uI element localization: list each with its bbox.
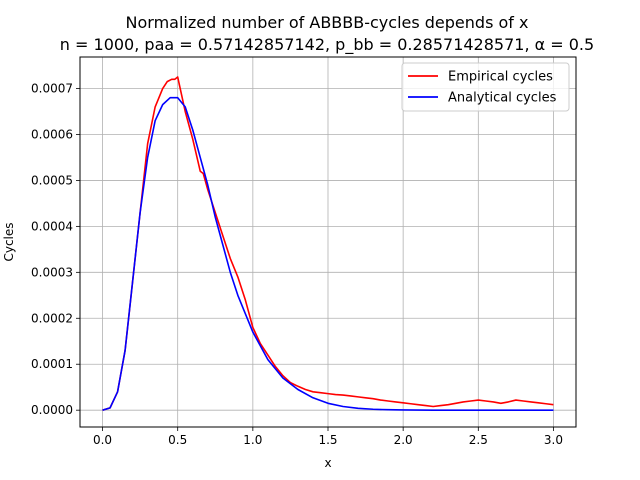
y-axis: 0.0000 0.0001 0.0002 0.0003 0.0004 0.0005 0.00…: [31, 82, 80, 417]
x-axis: 0.0 0.5 1.0 1.5 2.0 2.5 3.0: [93, 427, 563, 447]
y-tick-label: 0.0003: [31, 265, 73, 279]
analytical-cycles-line: [102, 96, 554, 411]
x-axis-label: x: [324, 456, 331, 470]
y-tick-label: 0.0001: [31, 357, 73, 371]
y-axis-label: Cycles: [2, 222, 16, 261]
y-tick-label: 0.0000: [31, 403, 73, 417]
x-tick-label: 3.0: [544, 433, 563, 447]
x-tick-label: 1.0: [243, 433, 262, 447]
chart-subtitle: n = 1000, paa = 0.57142857142, p_bb = 0.…: [60, 35, 594, 55]
chart-title: Normalized number of ABBBB-cycles depend…: [126, 13, 529, 32]
x-tick-label: 2.0: [394, 433, 413, 447]
x-tick-label: 0.0: [93, 433, 112, 447]
x-tick-label: 1.5: [318, 433, 337, 447]
legend-label-analytical: Analytical cycles: [448, 91, 557, 106]
grid: [80, 57, 576, 427]
y-tick-label: 0.0007: [31, 82, 73, 96]
x-tick-label: 2.5: [469, 433, 488, 447]
empirical-cycles-line: [102, 76, 554, 411]
y-tick-label: 0.0005: [31, 173, 73, 187]
legend-box: [401, 62, 570, 112]
legend: Empirical cycles Analytical cycles: [401, 62, 570, 112]
legend-label-empirical: Empirical cycles: [448, 70, 553, 85]
y-tick-label: 0.0002: [31, 311, 73, 325]
series-layer: [102, 76, 554, 411]
y-tick-label: 0.0006: [31, 127, 73, 141]
x-tick-label: 0.5: [168, 433, 187, 447]
y-tick-label: 0.0004: [31, 219, 73, 233]
